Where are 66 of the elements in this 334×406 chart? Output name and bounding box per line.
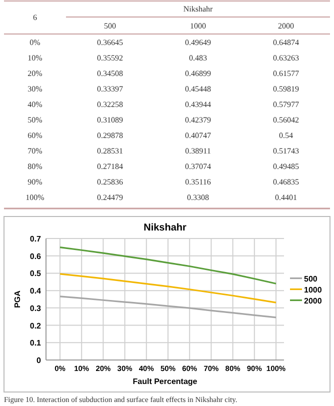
- y-tick-label: 0%: [30, 38, 41, 47]
- y-tick-label: 80%: [28, 162, 43, 171]
- data-label: 0.54: [279, 131, 293, 140]
- data-label: 0.38911: [185, 146, 211, 156]
- data-label: 0.35116: [185, 178, 211, 186]
- data-label: 0.27184: [97, 162, 123, 171]
- y-tick-label: 20%: [28, 69, 43, 78]
- y-tick-label: 0.6: [30, 252, 42, 261]
- data-label: 0.28531: [97, 146, 123, 156]
- data-label: 0.40747: [185, 131, 211, 140]
- data-label: 0.59819: [273, 84, 299, 94]
- data-label: 0.4401: [275, 193, 297, 202]
- line-series: [59, 246, 277, 284]
- data-label: 0.36645: [97, 38, 123, 47]
- line-series: [59, 273, 277, 304]
- x-axis-title: Fault Percentage: [132, 377, 198, 386]
- data-label: 0.46835: [273, 178, 299, 186]
- y-tick-label: 60%: [28, 131, 43, 140]
- data-label: 0.63263: [273, 54, 299, 62]
- y-tick-label: 0.3: [30, 304, 42, 313]
- y-tick-label: 0.7: [30, 234, 42, 244]
- y-tick-label: 90%: [28, 178, 43, 186]
- data-label: 0.25836: [97, 178, 123, 186]
- y-tick-label: 50%: [28, 116, 43, 124]
- legend-label: 500: [304, 274, 318, 284]
- y-tick-label: 0.5: [30, 269, 42, 278]
- text: 6: [33, 13, 37, 22]
- data-label: 0.49485: [273, 162, 299, 171]
- data-label: 0.37074: [185, 162, 211, 171]
- data-label: 0.34508: [97, 69, 123, 78]
- data-label: 0.35592: [97, 54, 123, 62]
- y-tick-label: 0: [36, 356, 42, 365]
- data-label: 0.32258: [97, 100, 123, 109]
- data-label: 0.29878: [97, 131, 123, 140]
- x-tick-label: 500: [104, 22, 116, 30]
- data-label: 0.57977: [273, 100, 299, 109]
- data-label: 0.46899: [185, 69, 211, 78]
- y-tick-label: 40%: [28, 100, 43, 109]
- y-tick-label: 0.1: [30, 338, 42, 348]
- x-tick-label: 1000: [190, 22, 206, 30]
- y-tick-label: 10%: [28, 54, 43, 62]
- data-label: 0.24479: [97, 193, 123, 202]
- x-tick-label: 2000: [278, 22, 294, 30]
- data-label: 0.483: [189, 54, 207, 62]
- legend-label: 1000: [304, 285, 322, 294]
- data-label: 0.49649: [185, 38, 211, 47]
- chart-title: Nikshahr: [183, 4, 213, 14]
- data-label: 0.51743: [273, 146, 299, 156]
- y-tick-label: 30%: [28, 84, 43, 94]
- data-label: 0.3308: [187, 193, 209, 202]
- y-tick-label: 70%: [28, 146, 43, 156]
- data-label: 0.33397: [97, 84, 123, 94]
- data-label: 0.56042: [273, 116, 299, 124]
- line-series: [59, 296, 277, 318]
- legend-label: 2000: [304, 296, 322, 306]
- data-label: 0.43944: [185, 100, 211, 109]
- data-label: 0.61577: [273, 69, 299, 78]
- data-label: 0.42379: [185, 116, 211, 124]
- chart-title: Nikshahr: [144, 222, 187, 234]
- data-label: 0.45448: [185, 84, 211, 94]
- y-tick-label: 0.4: [30, 286, 42, 296]
- data-label: 0.31089: [97, 116, 123, 124]
- y-tick-label: 0.2: [30, 321, 42, 330]
- y-axis-title: PGA: [13, 290, 22, 308]
- data-label: 0.64874: [273, 38, 299, 47]
- y-tick-label: 100%: [26, 193, 45, 202]
